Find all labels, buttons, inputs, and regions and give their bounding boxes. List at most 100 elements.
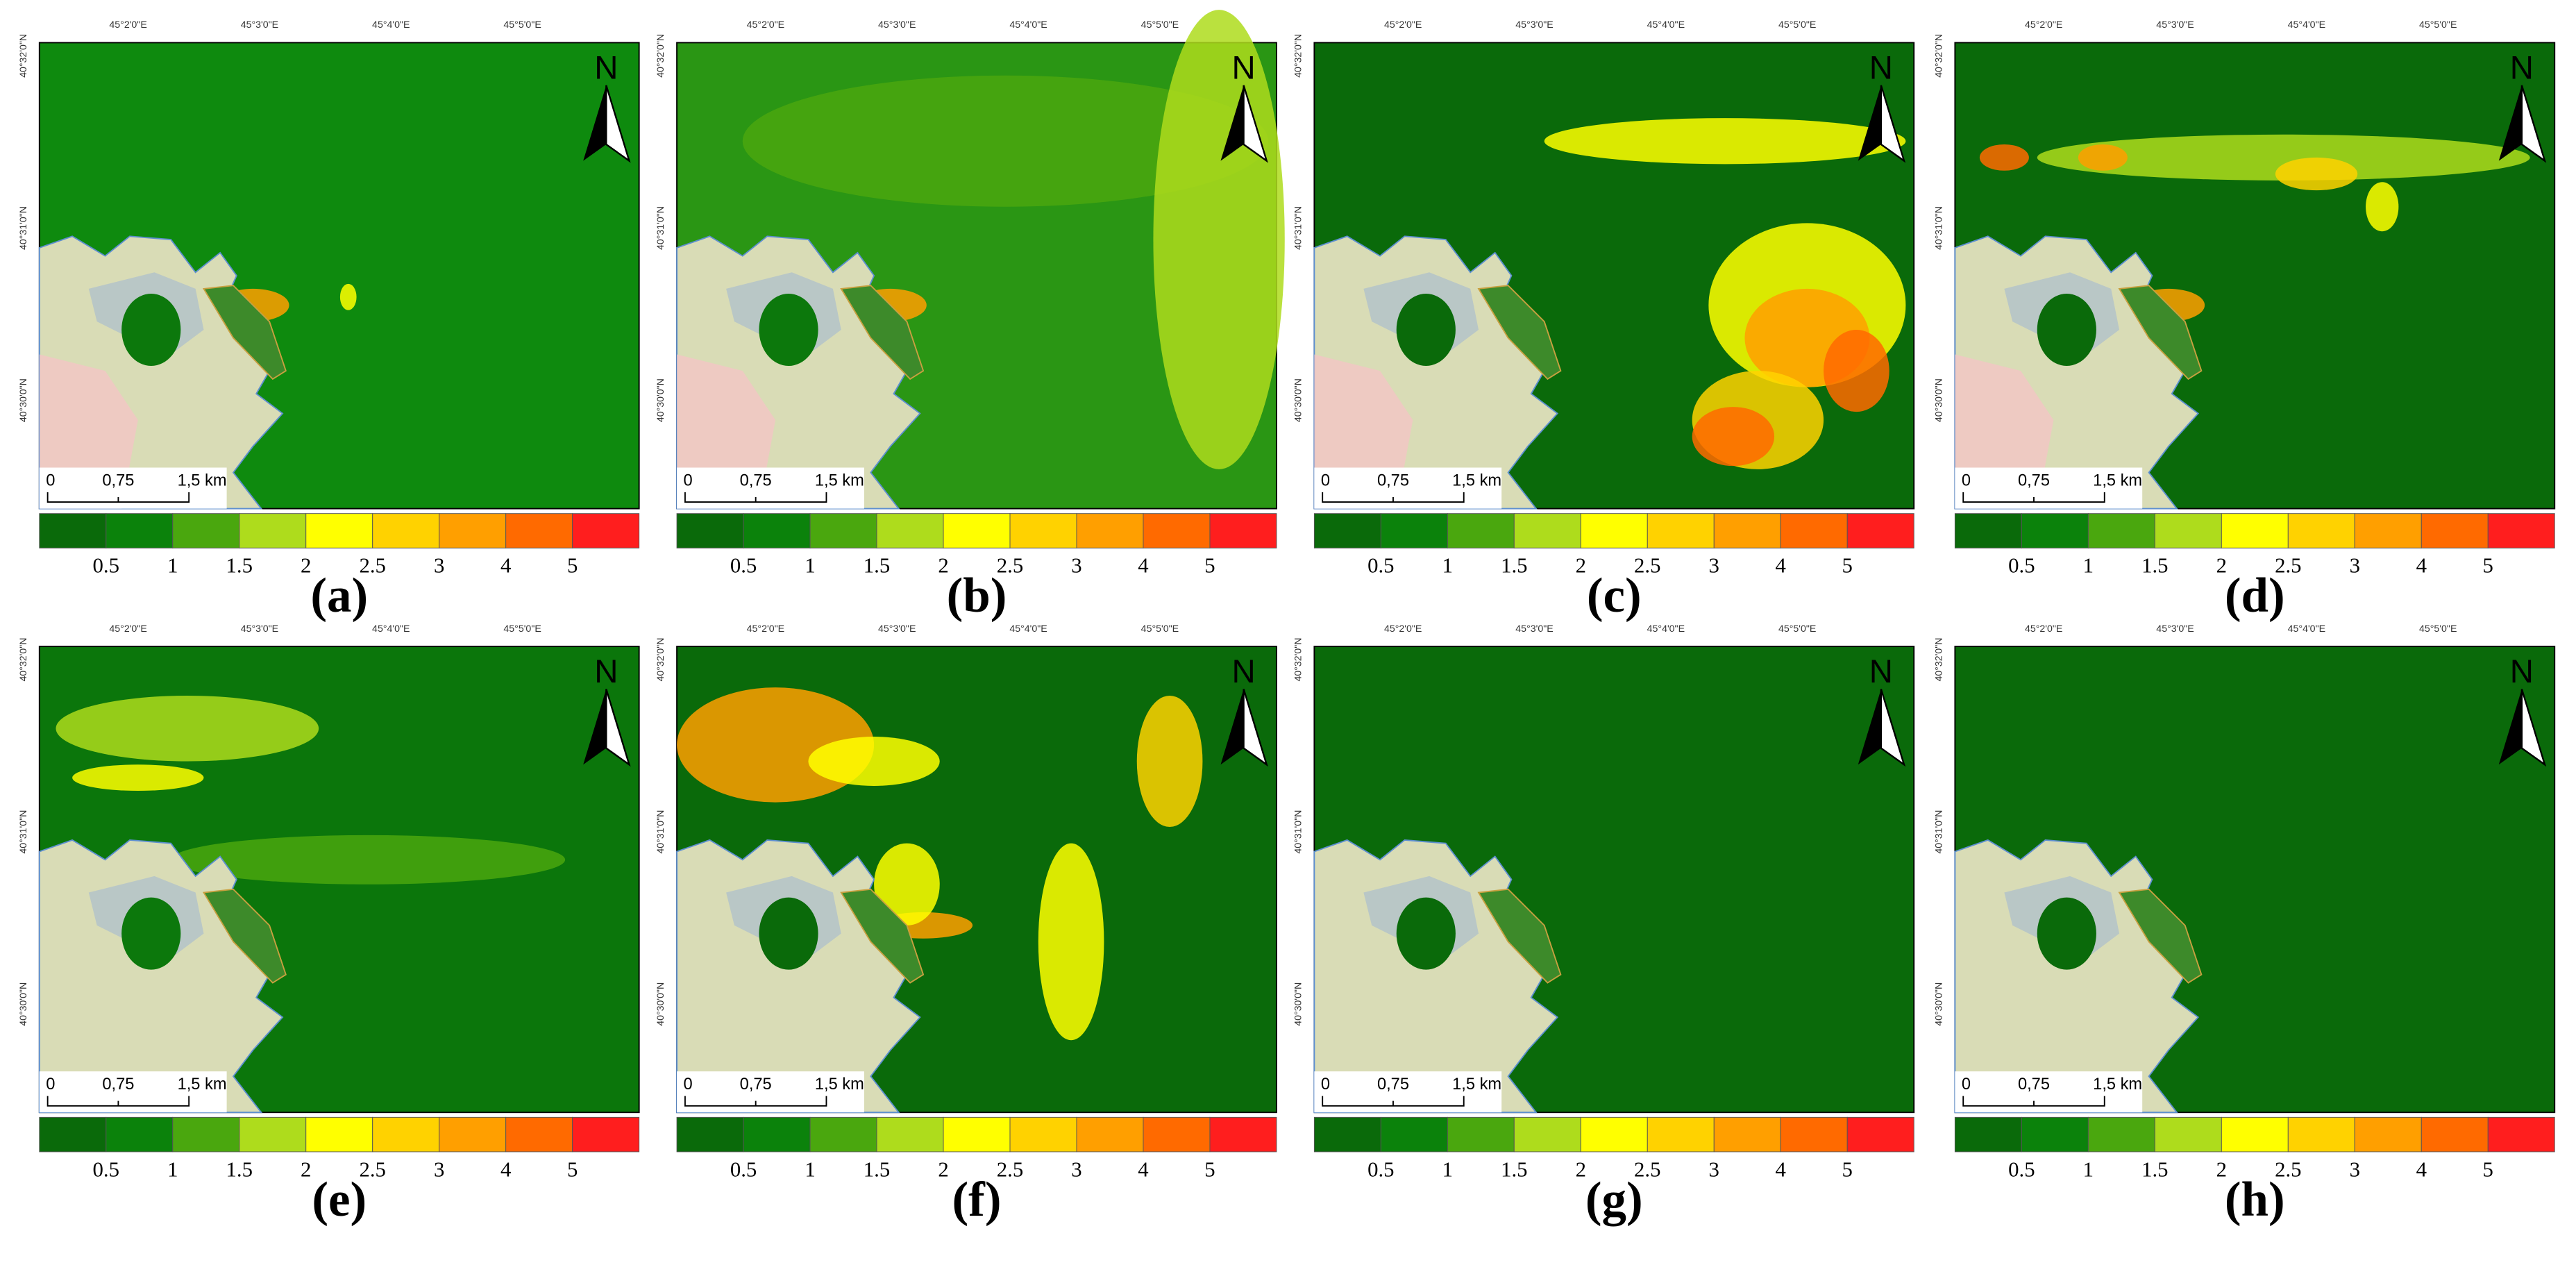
hotspot (72, 764, 204, 791)
legend-swatch (2087, 1116, 2155, 1153)
legend-tick-label: 2.5 (997, 554, 1023, 578)
north-label: N (2510, 653, 2534, 690)
scale-bar-label: 1,5 km (815, 472, 864, 490)
scale-bar-label: 0,75 (2018, 1075, 2050, 1094)
longitude-label: 45°5'0"E (2419, 623, 2457, 635)
north-arrow (583, 85, 607, 161)
legend-tick-label: 0.5 (1367, 554, 1394, 578)
legend-tick-label: 1 (805, 1157, 815, 1181)
legend-swatch (2487, 513, 2555, 548)
legend-tick-label: 4 (500, 554, 511, 578)
longitude-label: 45°5'0"E (1778, 19, 1816, 31)
north-arrow (2520, 689, 2547, 767)
legend-swatch (2487, 1116, 2555, 1153)
peninsula (2118, 888, 2203, 984)
legend-tick-label: 5 (1204, 1157, 1215, 1181)
panel-label: (d) (2225, 569, 2285, 623)
scale-bar-label: 1,5 km (178, 472, 227, 490)
legend-swatch (572, 1116, 640, 1153)
north-label: N (594, 49, 618, 86)
scale-bar (684, 492, 827, 503)
legend-tick-label: 4 (1776, 1157, 1786, 1181)
longitude-label: 45°5'0"E (1778, 623, 1816, 635)
legend-tick-label: 2.5 (2275, 1157, 2301, 1181)
legend-tick-label: 1 (2083, 554, 2094, 578)
peninsula (1477, 285, 1562, 380)
north-arrow (2520, 85, 2547, 163)
north-arrow (1880, 689, 1906, 767)
longitude-label: 45°4'0"E (2288, 19, 2325, 31)
legend-tick-label: 5 (567, 554, 578, 578)
island (1396, 294, 1456, 366)
legend-tick-label: 2.5 (359, 554, 385, 578)
legend-tick-label: 1.5 (2141, 554, 2168, 578)
scale-bar-label: 0,75 (740, 472, 772, 490)
north-arrow (2498, 85, 2522, 161)
legend-swatch (1780, 1116, 1848, 1153)
legend-swatch (439, 513, 507, 548)
legend-tick-label: 2 (2216, 554, 2227, 578)
longitude-label: 45°2'0"E (747, 623, 784, 635)
legend-tick-label: 1.5 (226, 1157, 253, 1181)
longitude-label: 45°2'0"E (2025, 19, 2062, 31)
legend-tick-label: 5 (567, 1157, 578, 1181)
scale-bar-label: 0,75 (1377, 1075, 1409, 1094)
peninsula (202, 285, 287, 380)
legend-swatch (2354, 1116, 2422, 1153)
island (759, 897, 818, 970)
scale-bar-label: 0,75 (2018, 472, 2050, 490)
panel: 45°2'0"E 45°3'0"E 45°4'0"E 45°5'0"E 40°32'0"… (1933, 19, 2556, 623)
legend-tick-label: 3 (1709, 1157, 1719, 1181)
legend-swatch (876, 1116, 944, 1153)
legend-swatch (305, 513, 373, 548)
latitude-label: 40°30'0"N (655, 982, 666, 1026)
legend-swatch (106, 513, 174, 548)
legend-tick-label: 1 (1442, 1157, 1453, 1181)
latitude-label: 40°32'0"N (655, 637, 666, 681)
legend-swatch (2021, 1116, 2089, 1153)
legend-swatch (876, 513, 944, 548)
panel-label: (a) (310, 569, 368, 623)
legend-swatch (1580, 1116, 1648, 1153)
longitude-label: 45°4'0"E (372, 19, 410, 31)
legend-swatch (676, 513, 744, 548)
scale-bar (1322, 492, 1465, 503)
scale-bar (1962, 492, 2105, 503)
north-arrow (1220, 689, 1244, 765)
longitude-label: 45°3'0"E (2156, 623, 2194, 635)
legend-swatch (1447, 513, 1515, 548)
latitude-label: 40°31'0"N (1293, 810, 1304, 854)
panel-label: (b) (947, 569, 1007, 623)
panel-label: (f) (952, 1173, 1002, 1227)
legend-tick-label: 5 (1204, 554, 1215, 578)
peninsula (202, 888, 287, 984)
hotspot (1979, 144, 2029, 171)
legend-swatch (1313, 513, 1381, 548)
legend-tick-label: 0.5 (2008, 1157, 2035, 1181)
legend-tick-label: 1.5 (2141, 1157, 2168, 1181)
legend-tick-label: 1.5 (864, 554, 890, 578)
island (1396, 897, 1456, 970)
hotspot (742, 75, 1269, 207)
longitude-label: 45°2'0"E (109, 19, 146, 31)
legend-swatch (239, 513, 307, 548)
legend-swatch (39, 1116, 107, 1153)
scale-bar-label: 0 (1962, 472, 1971, 490)
legend-swatch (505, 1116, 573, 1153)
legend-tick-label: 4 (1138, 1157, 1148, 1181)
longitude-label: 45°4'0"E (1009, 19, 1047, 31)
north-arrow (1858, 689, 1881, 765)
legend-swatch (1780, 513, 1848, 548)
legend-tick-label: 5 (1842, 1157, 1853, 1181)
legend-swatch (2154, 513, 2222, 548)
legend-tick-label: 4 (1138, 554, 1148, 578)
legend-tick-label: 1 (167, 554, 178, 578)
scale-bar-label: 1,5 km (1452, 1075, 1501, 1094)
latitude-label: 40°31'0"N (1933, 206, 1944, 250)
longitude-label: 45°3'0"E (241, 19, 278, 31)
legend-tick-label: 3 (1709, 554, 1719, 578)
legend-swatch (1380, 513, 1448, 548)
legend-swatch (2287, 513, 2355, 548)
latitude-label: 40°32'0"N (1933, 637, 1944, 681)
